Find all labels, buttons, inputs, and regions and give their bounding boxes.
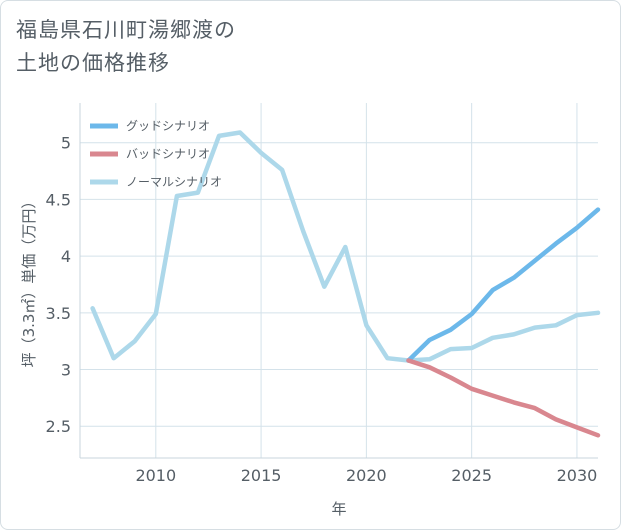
- plot-border: [79, 103, 598, 459]
- x-axis: 2010 2015 2020 2025 2030: [135, 466, 597, 485]
- legend-label: バッドシナリオ: [126, 147, 210, 161]
- series-line-normal: [90, 130, 601, 363]
- series-line-bad: [406, 358, 601, 438]
- y-tick-label: 3.5: [46, 304, 71, 323]
- y-axis-label: 坪（3.3㎡）単価（万円）: [20, 194, 38, 368]
- y-tick-label: 2.5: [46, 417, 71, 436]
- legend-item-normal: ノーマルシナリオ: [90, 175, 222, 189]
- y-tick-label: 4.5: [46, 190, 71, 209]
- legend-label: ノーマルシナリオ: [126, 175, 222, 189]
- x-tick-label: 2020: [346, 466, 387, 485]
- x-tick-label: 2025: [451, 466, 492, 485]
- y-axis: 2.5 3 3.5 4 4.5 5: [46, 134, 71, 437]
- legend-item-good: グッドシナリオ: [90, 119, 210, 133]
- chart-title: 福島県石川町湯郷渡の 土地の価格推移: [16, 14, 236, 80]
- y-tick-label: 5: [61, 134, 71, 153]
- x-tick-label: 2010: [135, 466, 176, 485]
- y-tick-label: 3: [61, 361, 71, 380]
- chart-title-line-1: 福島県石川町湯郷渡の: [16, 18, 236, 42]
- legend-item-bad: バッドシナリオ: [90, 147, 210, 161]
- legend-label: グッドシナリオ: [126, 119, 210, 133]
- x-axis-label: 年: [331, 500, 346, 518]
- grid: [80, 103, 598, 458]
- series-line-good: [406, 207, 601, 363]
- x-tick-label: 2030: [557, 466, 598, 485]
- x-tick-label: 2015: [241, 466, 282, 485]
- y-tick-label: 4: [61, 247, 71, 266]
- chart-title-line-2: 土地の価格推移: [16, 51, 170, 75]
- series-layer: [90, 130, 601, 438]
